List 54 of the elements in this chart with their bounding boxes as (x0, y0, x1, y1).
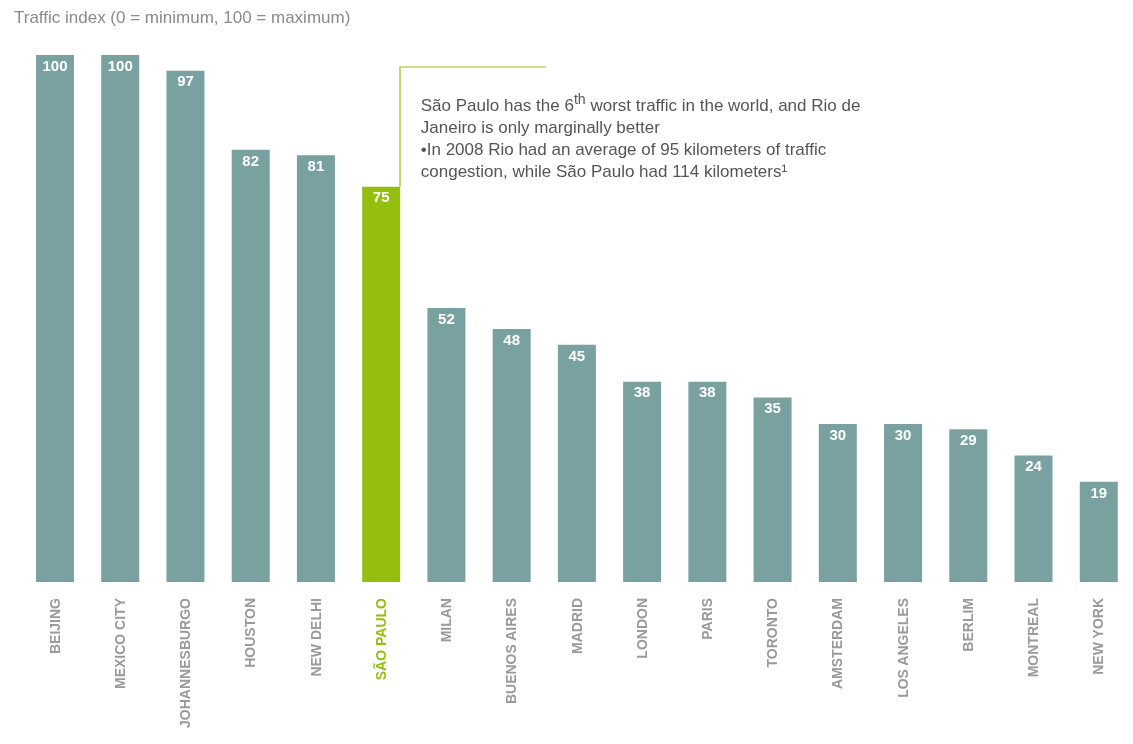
x-tick-label: BERLIM (959, 598, 976, 652)
x-tick-label: LOS ANGELES (894, 598, 911, 698)
x-tick-label: BEIJING (46, 597, 63, 655)
x-tick-label: LONDON (633, 598, 650, 659)
annotation: •In 2008 Rio had an average of 95 kilometers of traffic congestion, while São Paulo had 114 kilometers¹ (420, 138, 828, 183)
bar (818, 423, 857, 582)
data-label: 30 (894, 425, 912, 443)
bar (884, 423, 923, 582)
bar (296, 155, 335, 582)
data-label: 29 (959, 430, 977, 448)
bar (1079, 481, 1118, 582)
data-label: 82 (242, 151, 260, 169)
x-tick-label: BUENOS AIRES (503, 598, 520, 705)
x-tick-label: NEW YORK (1090, 598, 1107, 675)
x-tick-label: SÃO PAULO (371, 597, 389, 681)
bar (427, 307, 466, 582)
bar (362, 186, 401, 582)
x-tick-label: JOHANNESBURGO (177, 597, 194, 728)
x-tick-label: MILAN (438, 598, 455, 643)
x-tick-label: MEXICO CITY (111, 597, 128, 690)
data-label: 48 (503, 330, 520, 348)
data-label: 38 (633, 383, 651, 401)
data-label: 52 (438, 309, 455, 327)
data-label: 75 (372, 188, 390, 206)
data-label: 24 (1025, 457, 1043, 475)
data-label: 81 (307, 156, 325, 174)
data-label: 45 (568, 346, 586, 364)
bar (1014, 455, 1053, 582)
data-label: 100 (107, 56, 133, 74)
bar (753, 397, 792, 582)
x-tick-label: MADRID (568, 598, 585, 654)
data-label: 19 (1090, 483, 1108, 501)
x-tick-label: PARIS (698, 598, 715, 640)
data-label: 97 (177, 72, 194, 90)
x-tick-label: TORONTO (764, 597, 781, 668)
data-label: 100 (42, 56, 68, 74)
data-label: 35 (764, 399, 781, 417)
data-label: 38 (699, 383, 716, 401)
x-tick-label: MONTREAL (1025, 597, 1042, 678)
bar (36, 55, 74, 582)
chart-title: Traffic index (0 = minimum, 100 = maximum) (14, 8, 351, 28)
bar (623, 381, 662, 582)
data-label: 30 (829, 425, 847, 443)
bar (166, 70, 205, 582)
bar (101, 55, 140, 582)
x-tick-label: NEW DELHI (307, 598, 324, 677)
annotation: São Paulo has the 6$^{th}$ worst traffic in the world, and Rio de Janeiro is only marginally better (420, 90, 862, 139)
bar (231, 149, 270, 582)
x-tick-label: AMSTERDAM (829, 598, 846, 689)
bar (557, 344, 596, 582)
bar (492, 329, 531, 582)
bar (949, 429, 988, 582)
x-tick-label: HOUSTON (242, 598, 259, 668)
bar (688, 381, 727, 582)
